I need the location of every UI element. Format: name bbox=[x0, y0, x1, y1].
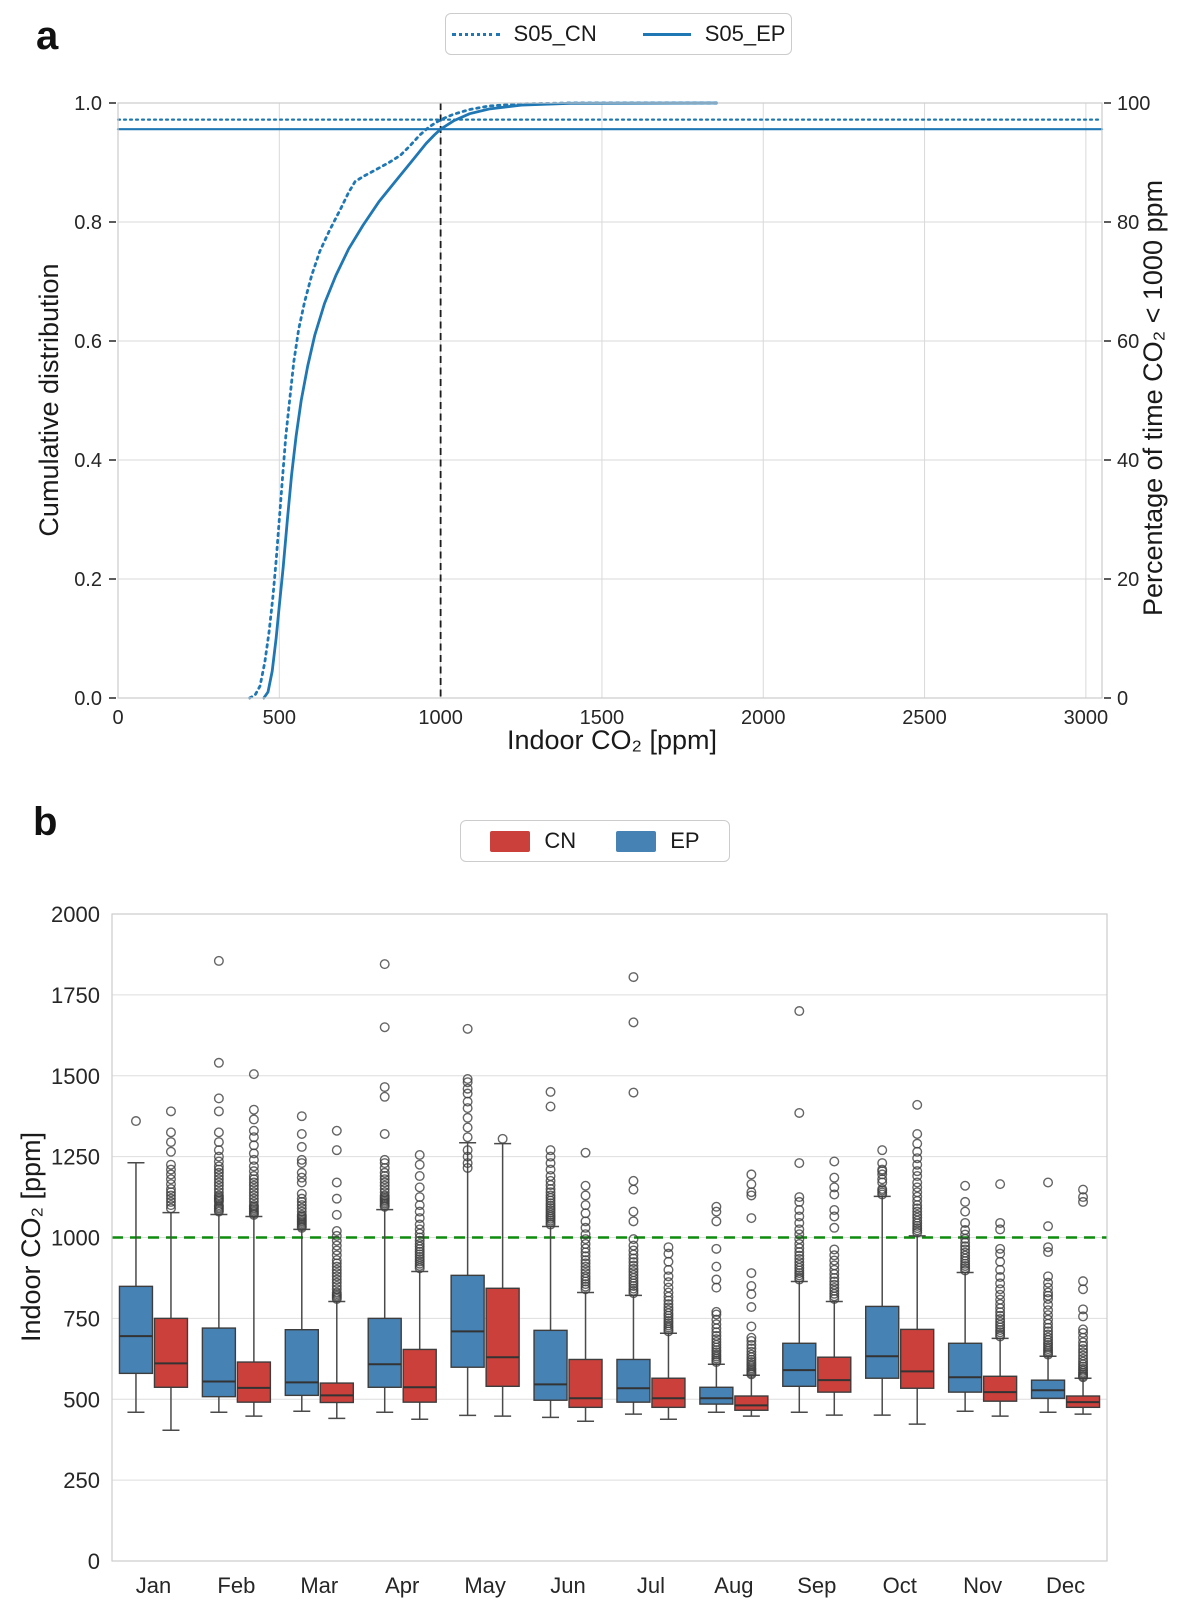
box-dec-cn bbox=[1065, 1184, 1101, 1415]
svg-text:40: 40 bbox=[1117, 450, 1139, 472]
panel-a-legend: S05_CN S05_EP bbox=[445, 13, 792, 55]
svg-text:60: 60 bbox=[1117, 331, 1139, 353]
blue-patch-swatch bbox=[616, 830, 657, 852]
panel-b-legend: CN EP bbox=[460, 820, 730, 862]
box-jan-cn bbox=[153, 1106, 189, 1432]
svg-text:0: 0 bbox=[88, 1549, 100, 1574]
box-jun-ep bbox=[533, 1086, 568, 1419]
box-apr-ep bbox=[367, 959, 402, 1413]
panel-a-gridlines bbox=[117, 102, 1102, 699]
box-nov-ep bbox=[947, 1180, 983, 1412]
svg-text:Oct: Oct bbox=[883, 1573, 917, 1598]
svg-text:750: 750 bbox=[63, 1306, 100, 1331]
svg-text:Dec: Dec bbox=[1046, 1573, 1085, 1598]
svg-text:Jun: Jun bbox=[550, 1573, 585, 1598]
svg-text:1000: 1000 bbox=[51, 1226, 100, 1251]
svg-text:2500: 2500 bbox=[902, 707, 947, 729]
svg-text:500: 500 bbox=[263, 707, 296, 729]
svg-text:1500: 1500 bbox=[580, 707, 625, 729]
svg-text:2000: 2000 bbox=[51, 902, 100, 927]
svg-text:500: 500 bbox=[63, 1387, 100, 1412]
box-nov-cn bbox=[982, 1179, 1018, 1417]
svg-text:0.4: 0.4 bbox=[74, 450, 102, 472]
svg-text:0: 0 bbox=[1117, 688, 1128, 710]
red-patch-swatch bbox=[490, 830, 531, 852]
panel-b-letter: b bbox=[33, 800, 58, 844]
box-may-ep bbox=[450, 1023, 485, 1417]
box-oct-ep bbox=[865, 1145, 900, 1416]
cdf-curve-s05_ep bbox=[262, 101, 718, 700]
legend-item-s05-cn: S05_CN bbox=[451, 21, 597, 47]
solid-line-swatch bbox=[642, 32, 691, 36]
panel-a-axes: 0 500 1000 1500 2000 2500 30000.00.20.40.60.81… bbox=[74, 93, 1150, 729]
panel-a-letter: a bbox=[36, 14, 59, 58]
box-sep-ep bbox=[782, 1006, 817, 1413]
box-mar-cn bbox=[319, 1125, 354, 1420]
box-jan-ep bbox=[118, 1116, 154, 1413]
svg-text:Nov: Nov bbox=[963, 1573, 1002, 1598]
legend-item-s05-ep: S05_EP bbox=[642, 21, 786, 47]
box-feb-cn bbox=[236, 1069, 272, 1417]
svg-text:Aug: Aug bbox=[714, 1573, 753, 1598]
svg-text:Mar: Mar bbox=[300, 1573, 338, 1598]
legend-label-cn: CN bbox=[544, 828, 577, 853]
svg-text:Jul: Jul bbox=[637, 1573, 665, 1598]
box-jul-ep bbox=[616, 972, 651, 1415]
svg-text:3000: 3000 bbox=[1064, 707, 1109, 729]
svg-text:May: May bbox=[464, 1573, 506, 1598]
panel-b-gridlines bbox=[112, 913, 1107, 1562]
panel-b-axes: 0 250 500 750 1000 1250 1500 1750 2000 Jan Feb Mar A… bbox=[51, 902, 1108, 1598]
dotted-line-swatch bbox=[451, 32, 500, 36]
panel-a-reference-lines bbox=[116, 103, 1104, 698]
svg-text:0.6: 0.6 bbox=[74, 331, 102, 353]
legend-label-ep: EP bbox=[670, 828, 700, 853]
svg-text:1000: 1000 bbox=[418, 707, 463, 729]
box-apr-cn bbox=[402, 1150, 437, 1421]
panel-a-ylabel-left: Cumulative distribution bbox=[34, 263, 64, 536]
svg-text:80: 80 bbox=[1117, 212, 1139, 234]
box-jun-cn bbox=[568, 1147, 603, 1422]
panel-b-ylabel: Indoor CO₂ [ppm] bbox=[16, 1132, 46, 1342]
legend-label-s05-ep: S05_EP bbox=[704, 21, 786, 46]
svg-text:1750: 1750 bbox=[51, 983, 100, 1008]
svg-text:250: 250 bbox=[63, 1468, 100, 1493]
svg-text:20: 20 bbox=[1117, 569, 1139, 591]
legend-item-ep: EP bbox=[616, 828, 700, 854]
legend-label-s05-cn: S05_CN bbox=[513, 21, 597, 46]
cdf-curve-s05_cn bbox=[248, 101, 718, 700]
svg-text:Jan: Jan bbox=[136, 1573, 171, 1598]
svg-text:2000: 2000 bbox=[741, 707, 786, 729]
svg-text:0.8: 0.8 bbox=[74, 212, 102, 234]
svg-text:1250: 1250 bbox=[51, 1145, 100, 1170]
panel-b-boxplots bbox=[118, 955, 1101, 1432]
box-dec-ep bbox=[1030, 1177, 1066, 1413]
svg-text:100: 100 bbox=[1117, 93, 1150, 115]
svg-text:Feb: Feb bbox=[217, 1573, 255, 1598]
box-aug-ep bbox=[699, 1201, 734, 1413]
box-sep-cn bbox=[817, 1156, 852, 1416]
box-mar-ep bbox=[284, 1111, 319, 1412]
box-oct-cn bbox=[900, 1099, 935, 1425]
panel-a-ylabel-right: Percentage of time CO₂ < 1000 ppm bbox=[1138, 180, 1168, 616]
svg-text:0.0: 0.0 bbox=[74, 688, 102, 710]
box-jul-cn bbox=[651, 1242, 686, 1421]
svg-text:0: 0 bbox=[112, 707, 123, 729]
svg-text:1.0: 1.0 bbox=[74, 93, 102, 115]
svg-text:1500: 1500 bbox=[51, 1064, 100, 1089]
legend-item-cn: CN bbox=[490, 828, 576, 854]
panel-a-cdf-curves bbox=[248, 101, 718, 700]
svg-text:0.2: 0.2 bbox=[74, 569, 102, 591]
box-feb-ep bbox=[201, 955, 237, 1413]
svg-text:Apr: Apr bbox=[385, 1573, 419, 1598]
box-aug-cn bbox=[734, 1169, 769, 1417]
panel-a-xlabel: Indoor CO₂ [ppm] bbox=[507, 725, 717, 755]
svg-text:Sep: Sep bbox=[797, 1573, 836, 1598]
box-may-cn bbox=[485, 1133, 520, 1417]
